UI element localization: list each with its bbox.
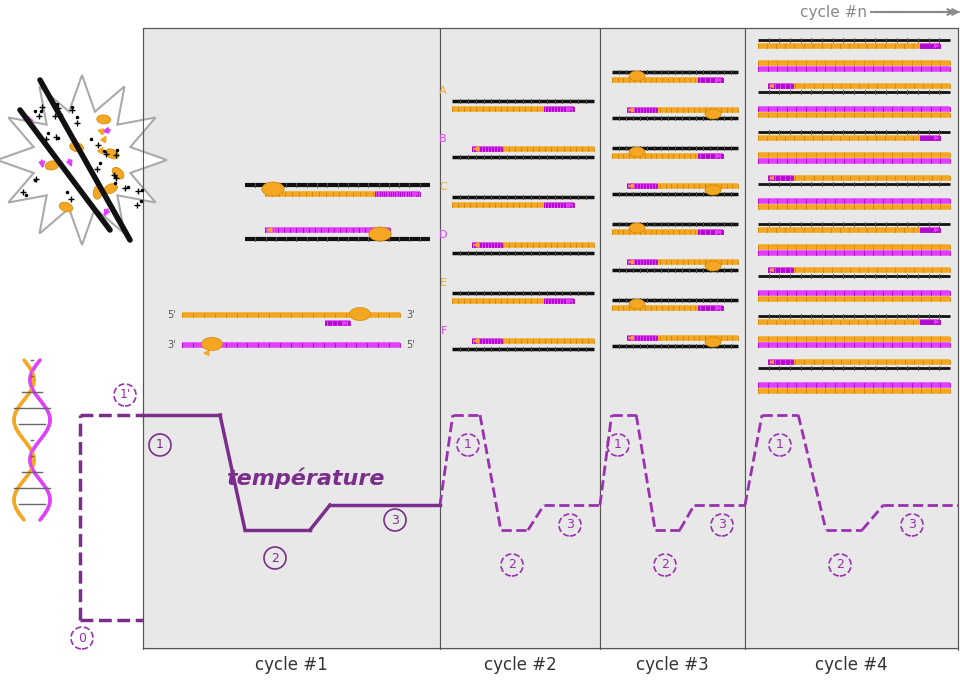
Ellipse shape <box>629 223 645 233</box>
Text: 3: 3 <box>908 518 916 532</box>
Ellipse shape <box>104 184 117 194</box>
Ellipse shape <box>70 142 84 152</box>
Ellipse shape <box>97 115 110 124</box>
Ellipse shape <box>112 167 124 179</box>
Ellipse shape <box>629 299 645 309</box>
Ellipse shape <box>60 202 73 212</box>
Ellipse shape <box>202 337 223 350</box>
Text: 1: 1 <box>776 439 784 452</box>
Ellipse shape <box>705 337 721 347</box>
Text: C: C <box>440 182 447 192</box>
Text: 3: 3 <box>391 513 399 526</box>
Text: D: D <box>439 230 447 240</box>
Ellipse shape <box>629 71 645 81</box>
Text: 2: 2 <box>661 558 669 571</box>
Text: cycle #4: cycle #4 <box>815 656 888 674</box>
Text: 1': 1' <box>119 388 131 401</box>
Text: E: E <box>440 278 447 288</box>
Text: 1: 1 <box>614 439 622 452</box>
Text: 5': 5' <box>406 340 415 350</box>
Text: 1: 1 <box>156 439 164 452</box>
Text: cycle #3: cycle #3 <box>636 656 708 674</box>
FancyBboxPatch shape <box>600 28 745 650</box>
Ellipse shape <box>349 307 371 320</box>
Text: température: température <box>226 467 384 489</box>
Ellipse shape <box>629 147 645 157</box>
FancyBboxPatch shape <box>440 28 600 650</box>
FancyBboxPatch shape <box>143 28 440 650</box>
Ellipse shape <box>262 182 284 196</box>
FancyBboxPatch shape <box>143 650 958 680</box>
Text: 1: 1 <box>464 439 472 452</box>
Text: 0: 0 <box>78 632 86 645</box>
Ellipse shape <box>45 161 59 170</box>
Ellipse shape <box>93 186 103 199</box>
Text: A: A <box>440 86 447 96</box>
Text: cycle #n: cycle #n <box>800 5 867 20</box>
Ellipse shape <box>705 109 721 119</box>
Text: 3: 3 <box>718 518 726 532</box>
Text: 2: 2 <box>508 558 516 571</box>
Text: 5': 5' <box>167 310 176 320</box>
FancyBboxPatch shape <box>745 28 958 650</box>
Text: 3: 3 <box>566 518 574 532</box>
Text: cycle #1: cycle #1 <box>255 656 328 674</box>
Ellipse shape <box>705 261 721 271</box>
Text: 3': 3' <box>406 310 415 320</box>
Text: cycle #2: cycle #2 <box>484 656 557 674</box>
Ellipse shape <box>705 185 721 195</box>
Polygon shape <box>0 75 167 245</box>
Text: F: F <box>441 326 447 336</box>
Text: B: B <box>440 134 447 144</box>
Text: 2: 2 <box>271 551 279 564</box>
Ellipse shape <box>106 149 119 159</box>
Text: 3': 3' <box>167 340 176 350</box>
Text: 2: 2 <box>836 558 844 571</box>
Ellipse shape <box>369 227 392 241</box>
